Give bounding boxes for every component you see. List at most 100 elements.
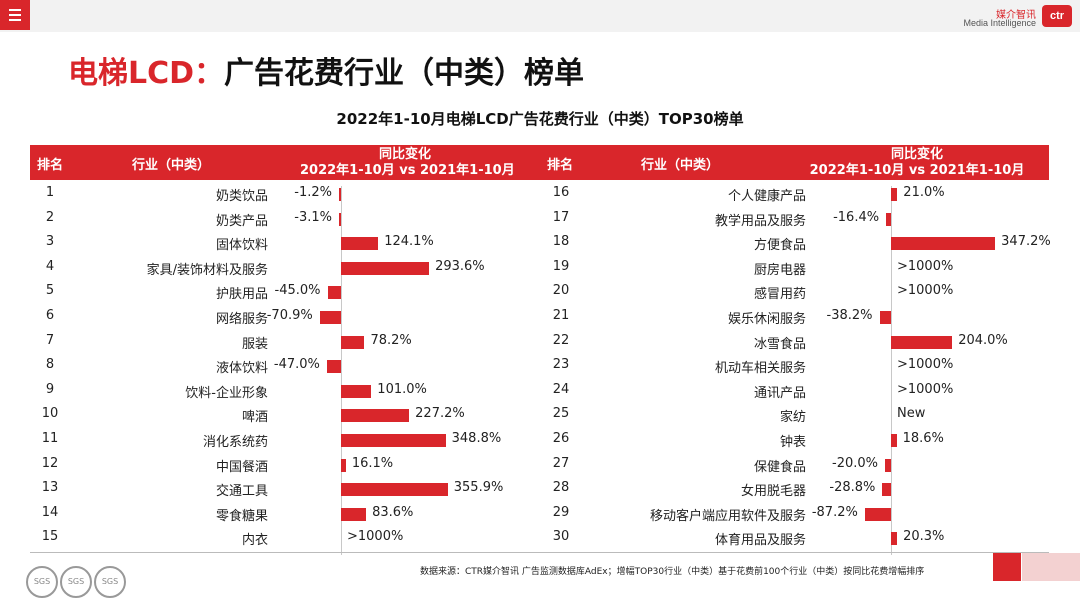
header-rank-left: 排名	[37, 158, 64, 173]
rank-label: 27	[552, 455, 570, 471]
rank-label: 8	[45, 357, 55, 373]
bar	[341, 409, 410, 423]
hamburger-menu-icon[interactable]	[0, 0, 30, 30]
industry-label: 饮料-企业形象	[185, 385, 268, 401]
industry-label: 交通工具	[215, 484, 268, 500]
bar	[891, 532, 898, 546]
industry-label: 啤酒	[241, 410, 268, 426]
bar	[885, 458, 891, 472]
value-label: -70.9%	[266, 308, 313, 323]
rank-label: 3	[45, 234, 55, 250]
data-source-note: 数据来源：CTR媒介智讯 广告监测数据库AdEx；增幅TOP30行业（中类）基于…	[420, 567, 925, 577]
industry-label: 中国餐酒	[215, 459, 268, 475]
industry-label: 女用脱毛器	[740, 484, 806, 500]
rank-label: 4	[45, 258, 55, 274]
bar	[326, 360, 341, 374]
industry-label: 内衣	[241, 533, 268, 549]
footer-divider	[30, 552, 1049, 553]
header-yoy-left: 同比变化 2022年1-10月 vs 2021年1-10月	[300, 147, 515, 179]
bar	[341, 237, 379, 251]
industry-label: 家具/装饰材料及服务	[146, 262, 268, 278]
header-yoy-left-line2: 2022年1-10月 vs 2021年1-10月	[300, 163, 515, 178]
value-label: -3.1%	[294, 209, 332, 225]
rank-label: 23	[552, 357, 570, 373]
sgs-certification-icon: SGS	[60, 566, 92, 598]
value-label: -16.4%	[833, 209, 880, 225]
industry-label: 冰雪食品	[753, 336, 806, 352]
industry-label: 奶类产品	[215, 213, 268, 229]
bar	[339, 212, 341, 226]
bar	[341, 507, 367, 521]
table-header: 排名 行业（中类） 同比变化 2022年1-10月 vs 2021年1-10月 …	[30, 145, 1049, 180]
bar	[891, 335, 953, 349]
rank-label: 12	[41, 455, 59, 471]
bar	[886, 212, 891, 226]
rank-label: 15	[41, 529, 59, 545]
industry-label: 娱乐休闲服务	[727, 312, 806, 327]
industry-label: 通讯产品	[753, 385, 806, 401]
value-label: -28.8%	[829, 480, 876, 496]
logo-english-text: Media Intelligence	[963, 18, 1036, 28]
rank-label: 30	[552, 529, 570, 545]
header-yoy-left-line1: 同比变化	[378, 147, 431, 162]
rank-label: 11	[41, 431, 59, 446]
value-label: >1000%	[897, 357, 954, 373]
bar	[341, 434, 446, 447]
bar	[327, 286, 341, 300]
value-label: -20.0%	[832, 455, 878, 471]
rank-label: 25	[552, 406, 570, 422]
rank-label: 2	[45, 209, 55, 225]
value-label: 101.0%	[377, 381, 427, 397]
value-label: >1000%	[897, 258, 954, 274]
industry-label: 个人健康产品	[727, 189, 806, 204]
rank-label: 1	[45, 185, 55, 200]
rank-label: 9	[45, 381, 55, 397]
rank-label: 17	[552, 209, 570, 225]
value-label: -47.0%	[273, 357, 320, 373]
sgs-certification-icon: SGS	[26, 566, 58, 598]
industry-label: 钟表	[779, 435, 806, 450]
footer-red-block	[993, 553, 1021, 581]
bar	[341, 335, 365, 349]
rank-label: 26	[552, 431, 570, 446]
rank-label: 14	[41, 504, 59, 520]
page-title: 电梯LCD：广告花费行业（中类）榜单	[68, 48, 584, 92]
value-label: >1000%	[897, 381, 954, 397]
rank-label: 7	[45, 332, 55, 348]
header-yoy-right-line2: 2022年1-10月 vs 2021年1-10月	[809, 163, 1025, 178]
ctr-logo-icon: ctr	[1042, 5, 1072, 27]
bar	[319, 311, 341, 324]
rank-label: 18	[552, 234, 570, 250]
industry-label: 移动客户端应用软件及服务	[649, 508, 806, 524]
industry-label: 体育用品及服务	[714, 533, 806, 549]
rank-label: 21	[552, 308, 570, 323]
bar	[891, 237, 996, 251]
value-label: New	[897, 406, 926, 422]
industry-label: 服装	[241, 336, 268, 352]
header-rank-right: 排名	[547, 158, 574, 173]
bar	[341, 261, 430, 275]
rank-label: 28	[552, 480, 570, 496]
rank-label: 10	[41, 406, 59, 422]
bar	[341, 458, 346, 472]
rank-label: 20	[552, 283, 570, 299]
footer-pink-block	[1022, 553, 1080, 581]
value-label: 348.8%	[451, 431, 502, 446]
industry-label: 厨房电器	[753, 262, 806, 278]
rank-label: 13	[41, 480, 59, 496]
bar	[882, 483, 891, 497]
sgs-certification-icon: SGS	[94, 566, 126, 598]
industry-label: 奶类饮品	[215, 189, 268, 204]
rank-label: 29	[552, 504, 570, 520]
rank-label: 24	[552, 381, 570, 397]
rank-label: 22	[552, 332, 570, 348]
industry-label: 感冒用药	[753, 287, 806, 303]
bar	[341, 384, 372, 398]
bar	[341, 483, 448, 497]
industry-label: 网络服务	[215, 312, 268, 327]
industry-label: 零食糖果	[215, 508, 268, 524]
rank-label: 16	[552, 185, 570, 200]
industry-label: 保健食品	[753, 459, 806, 475]
value-label: >1000%	[347, 529, 404, 545]
bar	[339, 188, 341, 201]
